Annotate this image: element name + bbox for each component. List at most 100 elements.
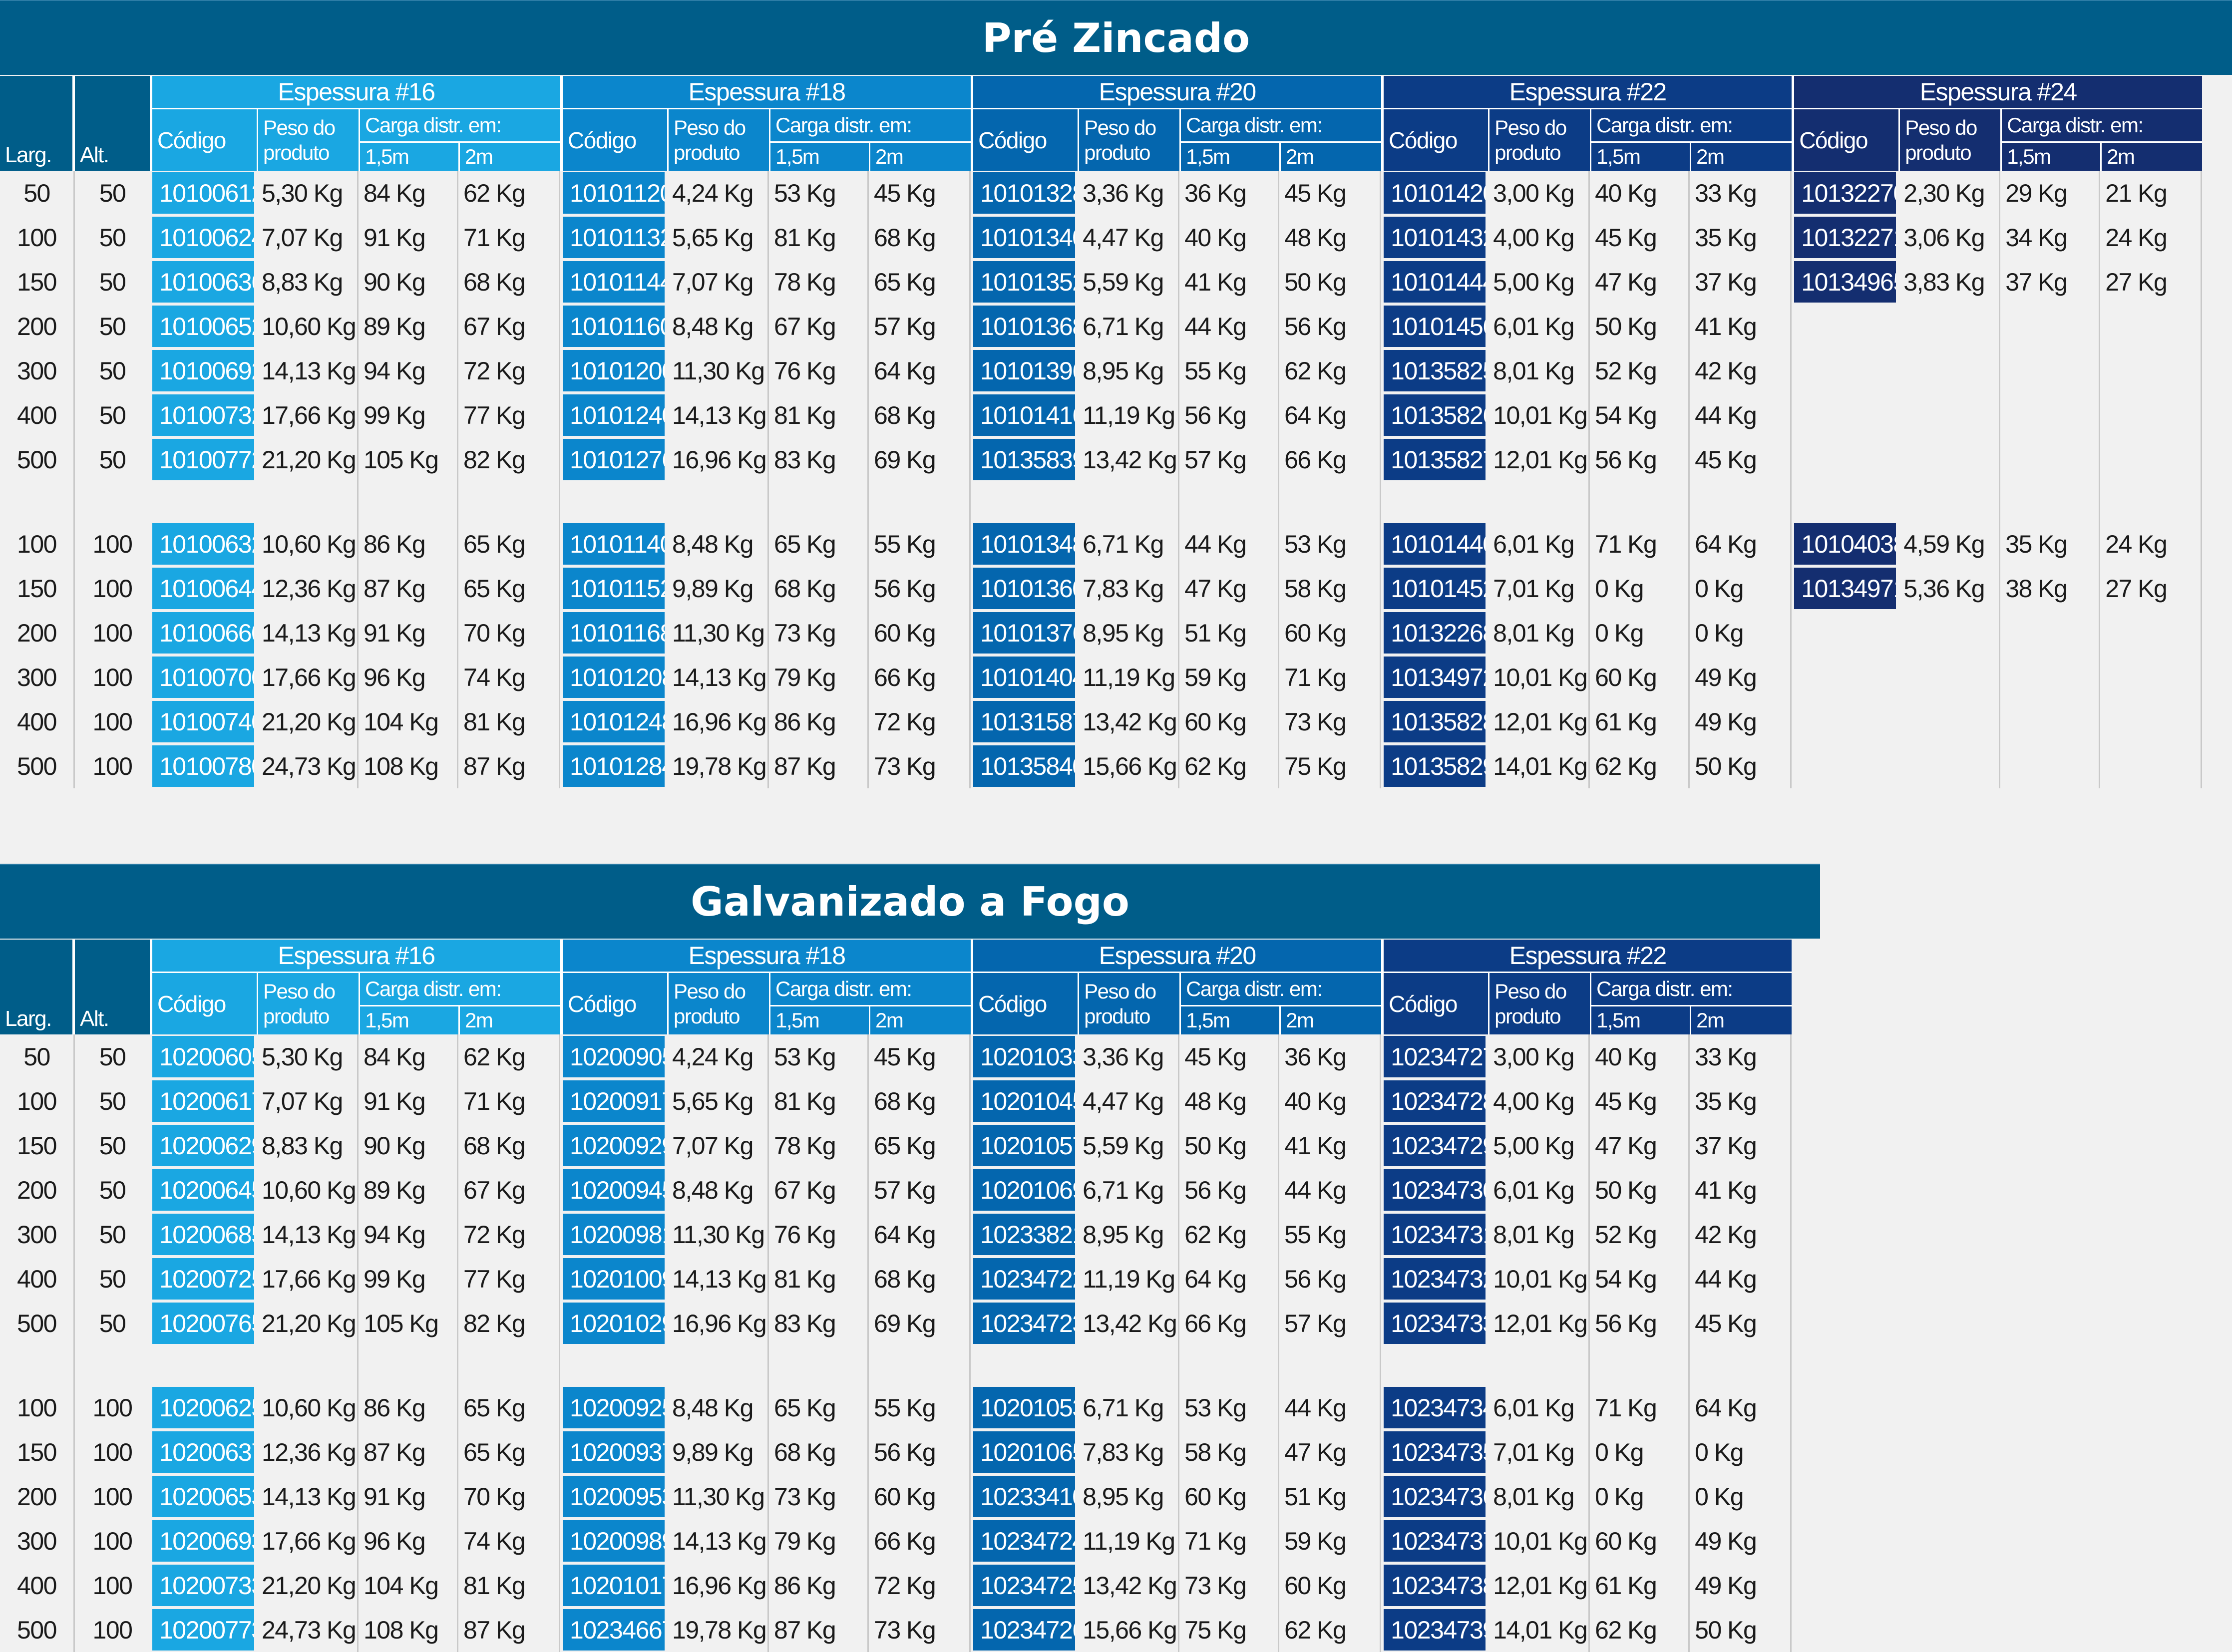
product-code: 10101144	[560, 260, 668, 304]
product-code: 10201053	[971, 1385, 1078, 1430]
product-code: 10200625	[150, 1385, 257, 1430]
cell-alt: 100	[92, 1616, 133, 1644]
load-2m: 66 Kg	[869, 1519, 971, 1563]
product-weight: 8,95 Kg	[1078, 1474, 1180, 1519]
load-1-5m: 53 Kg	[769, 1034, 869, 1079]
product-weight: 11,19 Kg	[1078, 393, 1180, 437]
product-table: Larg. Alt. Espessura #16 Espessura #18 Espes…	[0, 76, 2203, 788]
load-1-5m: 89 Kg	[359, 1168, 458, 1212]
cell-alt: 50	[99, 1087, 126, 1115]
load-1-5m: 81 Kg	[769, 393, 869, 437]
load-2m: 75 Kg	[1279, 744, 1382, 788]
product-weight: 4,00 Kg	[1488, 215, 1590, 260]
product-code: 10101152	[560, 566, 668, 611]
cell-larg: 200	[0, 304, 75, 348]
load-1-5m: 57 Kg	[1179, 437, 1280, 482]
table-row: 100 100 10200625 10,60 Kg 86 Kg 65 Kg 10200925…	[0, 1385, 1792, 1430]
product-code: 10134972	[1381, 655, 1488, 699]
load-2m: 82 Kg	[458, 437, 561, 482]
cell-larg: 300	[0, 1212, 75, 1257]
header-codigo: Código	[1381, 972, 1488, 1034]
product-weight: 12,01 Kg	[1488, 1563, 1590, 1608]
header-codigo: Código	[971, 108, 1078, 171]
load-2m: 60 Kg	[869, 611, 971, 655]
load-2m: 47 Kg	[1279, 1430, 1382, 1474]
load-2m: 59 Kg	[1279, 1519, 1382, 1563]
load-1-5m: 89 Kg	[359, 304, 458, 348]
load-2m: 68 Kg	[869, 215, 971, 260]
product-weight: 14,13 Kg	[257, 1212, 359, 1257]
load-2m: 68 Kg	[869, 1257, 971, 1301]
load-2m: 62 Kg	[1279, 1608, 1382, 1652]
cell-alt: 100	[92, 752, 133, 780]
load-1-5m: 54 Kg	[1590, 393, 1690, 437]
product-code: 10101276	[560, 437, 668, 482]
load-2m: 60 Kg	[1279, 1563, 1382, 1608]
load-1-5m: 47 Kg	[1590, 260, 1690, 304]
product-code: 10200693	[150, 1519, 257, 1563]
product-weight: 5,59 Kg	[1078, 1123, 1180, 1168]
load-2m: 65 Kg	[458, 566, 561, 611]
empty-cell	[2000, 393, 2101, 437]
load-2m: 81 Kg	[458, 1563, 561, 1608]
load-1-5m: 47 Kg	[1179, 566, 1280, 611]
cell-larg: 200	[0, 1474, 75, 1519]
load-2m: 0 Kg	[1690, 611, 1792, 655]
product-code: 10101160	[560, 304, 668, 348]
table-row: 150 50 10100636 8,83 Kg 90 Kg 68 Kg 10101144 7,…	[0, 260, 2203, 304]
empty-cell	[2100, 655, 2203, 699]
product-code: 10132271	[1792, 215, 1899, 260]
header-span-1-5m: 1,5m	[1179, 141, 1280, 171]
load-1-5m: 53 Kg	[1179, 1385, 1280, 1430]
product-code: 10101440	[1381, 522, 1488, 566]
load-1-5m: 108 Kg	[359, 744, 458, 788]
table-row: 150 100 10100644 12,36 Kg 87 Kg 65 Kg 10101152…	[0, 566, 2203, 611]
product-code: 10101240	[560, 393, 668, 437]
product-code: 10101376	[971, 611, 1078, 655]
product-weight: 21,20 Kg	[257, 1563, 359, 1608]
load-2m: 41 Kg	[1690, 304, 1792, 348]
product-weight: 10,60 Kg	[257, 1168, 359, 1212]
header-span-1-5m: 1,5m	[1590, 141, 1690, 171]
product-code: 10234733	[1381, 1301, 1488, 1345]
product-code: 10234732	[1381, 1257, 1488, 1301]
product-weight: 3,36 Kg	[1078, 171, 1180, 215]
product-code: 10101284	[560, 744, 668, 788]
header-peso: Peso do produto	[1488, 108, 1590, 171]
product-weight: 13,42 Kg	[1078, 699, 1180, 744]
product-code: 10234667	[560, 1608, 668, 1652]
header-peso-label: Peso do produto	[674, 115, 746, 164]
product-weight: 5,59 Kg	[1078, 260, 1180, 304]
product-weight: 6,01 Kg	[1488, 1168, 1590, 1212]
load-1-5m: 86 Kg	[359, 522, 458, 566]
cell-alt: 100	[92, 1571, 133, 1600]
product-code: 10233821	[971, 1212, 1078, 1257]
block-gap	[0, 1345, 1792, 1385]
product-weight: 6,01 Kg	[1488, 304, 1590, 348]
load-1-5m: 71 Kg	[1590, 522, 1690, 566]
product-code: 10201029	[560, 1301, 668, 1345]
load-1-5m: 44 Kg	[1179, 522, 1280, 566]
product-weight: 4,59 Kg	[1898, 522, 2001, 566]
product-weight: 5,65 Kg	[667, 215, 769, 260]
load-1-5m: 104 Kg	[359, 1563, 458, 1608]
header-codigo: Código	[971, 972, 1078, 1034]
load-1-5m: 90 Kg	[359, 1123, 458, 1168]
product-code: 10200725	[150, 1257, 257, 1301]
product-weight: 11,30 Kg	[667, 1212, 769, 1257]
header-peso-label: Peso do produto	[1084, 979, 1156, 1028]
empty-cell	[2100, 348, 2203, 393]
load-1-5m: 86 Kg	[769, 699, 869, 744]
product-weight: 6,01 Kg	[1488, 522, 1590, 566]
product-weight: 24,73 Kg	[257, 1608, 359, 1652]
load-2m: 68 Kg	[869, 1079, 971, 1123]
product-code: 10100772	[150, 437, 257, 482]
load-2m: 67 Kg	[458, 304, 561, 348]
header-span-2m: 2m	[458, 1005, 561, 1034]
load-1-5m: 96 Kg	[359, 655, 458, 699]
cell-larg: 100	[0, 215, 75, 260]
header-carga: Carga distr. em:	[1590, 108, 1792, 141]
load-1-5m: 81 Kg	[769, 1257, 869, 1301]
product-code: 10201057	[971, 1123, 1078, 1168]
load-1-5m: 51 Kg	[1179, 611, 1280, 655]
